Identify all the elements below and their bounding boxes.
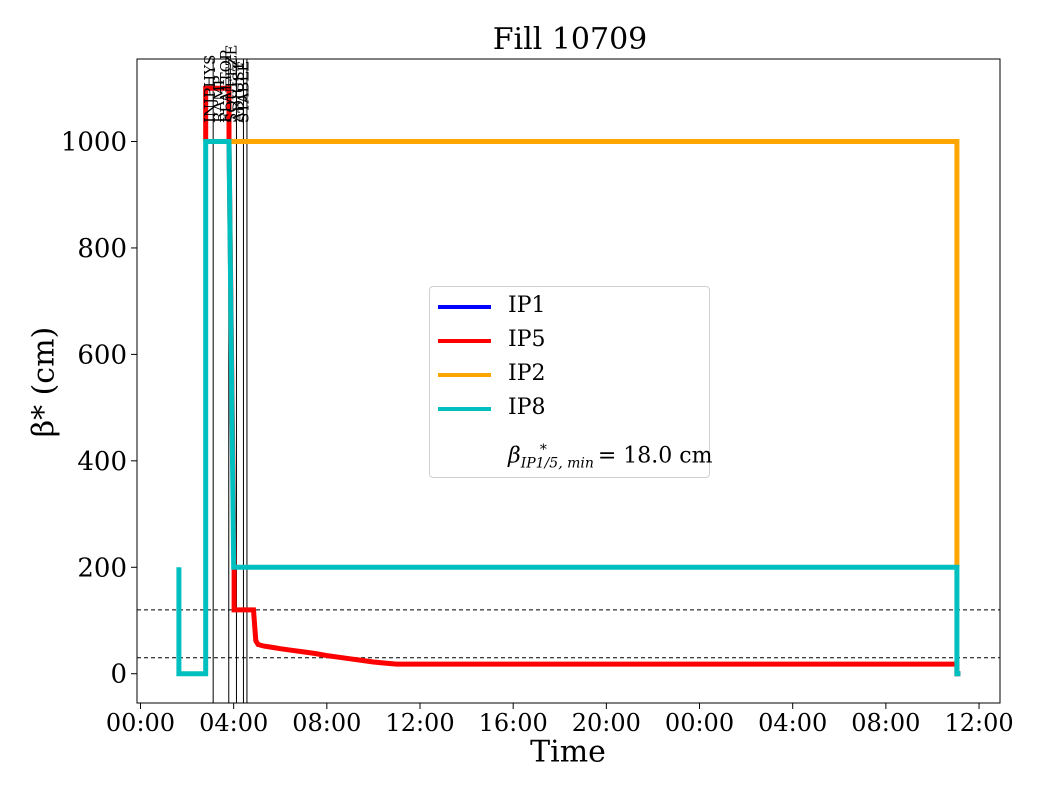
series-line-ip2: [229, 139, 960, 568]
x-tick-label: 00:00: [665, 709, 734, 737]
y-axis-label: β* (cm): [26, 326, 62, 438]
legend-swatch: [438, 305, 491, 309]
x-tick-label: 08:00: [851, 709, 920, 737]
legend-swatch: [438, 407, 491, 411]
x-tick-label: 04:00: [758, 709, 827, 737]
y-tick-label: 0: [110, 660, 127, 690]
y-tick-label: 600: [77, 340, 127, 370]
legend-label: IP1: [508, 293, 546, 318]
x-tick-label: 08:00: [292, 709, 361, 737]
plot-frame: [136, 58, 1001, 704]
legend-label: IP2: [508, 361, 546, 386]
x-tick-label: 16:00: [479, 709, 548, 737]
phase-label: STABLE: [234, 61, 252, 123]
legend-beta-min-label: βIP1/5, min* = 18.0 cm: [508, 442, 713, 472]
legend-entry-ip2: IP2: [430, 359, 709, 389]
legend-entry-beta-min: βIP1/5, min* = 18.0 cm: [430, 435, 712, 472]
x-tick-label: 00:00: [106, 709, 175, 737]
x-tick-label: 12:00: [385, 709, 454, 737]
x-tick-label: 12:00: [944, 709, 1013, 737]
x-tick-label: 04:00: [199, 709, 268, 737]
series-line-ip8: [176, 139, 961, 677]
legend-entry-ip8: IP8: [430, 393, 709, 423]
y-tick-label: 400: [77, 447, 127, 477]
legend-entry-ip5: IP5: [430, 325, 709, 355]
legend-swatch: [438, 339, 491, 343]
series-line-ip5: [203, 85, 961, 677]
x-axis-label: Time: [530, 734, 606, 770]
y-tick-label: 200: [77, 553, 127, 583]
y-tick-label: 800: [77, 234, 127, 264]
legend-label: IP8: [508, 395, 546, 420]
chart-title: Fill 10709: [492, 22, 648, 57]
y-tick-label: 1000: [61, 127, 127, 157]
phase-label: FLATTOP: [217, 50, 235, 123]
phase-label: INJPHYS: [201, 55, 219, 123]
phase-label: RAMP: [210, 75, 228, 123]
legend-label: IP5: [508, 327, 546, 352]
x-tick-label: 20:00: [572, 709, 641, 737]
phase-label: SQUEEZE: [222, 45, 240, 124]
chart-legend: IP1 IP5 IP2 IP8 βIP1/5, min* = 18.0 cm: [429, 286, 712, 478]
legend-entry-ip1: IP1: [430, 291, 709, 321]
legend-swatch: [438, 373, 491, 377]
phase-label: ADJUST: [229, 61, 247, 124]
